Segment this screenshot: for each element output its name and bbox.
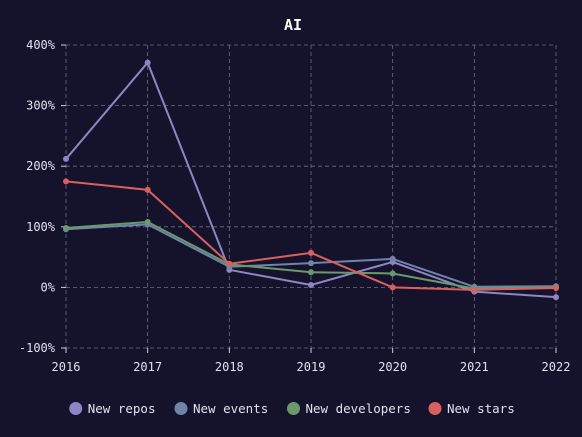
y-tick-label: 200% [26,159,56,173]
x-tick-label: 2021 [460,360,489,374]
legend-label: New stars [447,401,515,416]
legend-marker-new-repos [69,402,83,415]
legend-item-new-developers: New developers [287,401,411,416]
y-axis: -100% 0% 100% 200% 300% 400% [19,38,66,355]
data-point-new-stars [553,285,559,292]
y-tick-label: 400% [26,38,56,52]
legend-marker-new-stars [428,402,442,415]
y-tick-label: 0% [41,280,56,294]
data-point-new-stars [389,284,396,291]
data-point-new-developers [308,269,314,276]
data-point-new-repos [144,59,151,66]
data-point-new-developers [144,218,151,225]
data-point-new-stars [63,178,69,185]
data-point-new-events [389,255,396,262]
data-point-new-developers [389,270,396,277]
legend: New repos New events New developers New sta… [69,401,515,416]
x-tick-label: 2017 [133,360,162,374]
x-tick-label: 2016 [52,360,81,374]
data-point-new-stars [471,286,478,293]
series-lines [63,59,559,301]
legend-label: New developers [306,401,411,416]
x-tick-label: 2019 [297,360,326,374]
legend-marker-new-events [174,402,188,415]
x-tick-label: 2020 [378,360,407,374]
data-point-new-stars [144,186,151,193]
data-point-new-stars [308,249,314,256]
data-point-new-repos [308,281,314,288]
legend-item-new-repos: New repos [69,401,155,416]
grid [65,44,557,349]
chart-title: AI [284,16,302,34]
y-tick-label: -100% [19,341,56,355]
data-point-new-stars [226,260,233,267]
data-point-new-developers [63,225,69,232]
data-point-new-repos [63,155,69,162]
legend-item-new-events: New events [174,401,268,416]
y-tick-label: 100% [26,220,56,234]
legend-item-new-stars: New stars [428,401,515,416]
x-axis: 2016 2017 2018 2019 2020 2021 2022 [52,348,571,374]
data-point-new-events [308,260,314,267]
legend-marker-new-developers [287,402,300,415]
x-tick-label: 2022 [542,360,571,374]
legend-label: New repos [88,401,156,416]
y-tick-label: 300% [26,99,56,113]
data-point-new-repos [553,294,559,301]
x-tick-label: 2018 [215,360,244,374]
legend-label: New events [193,401,268,416]
